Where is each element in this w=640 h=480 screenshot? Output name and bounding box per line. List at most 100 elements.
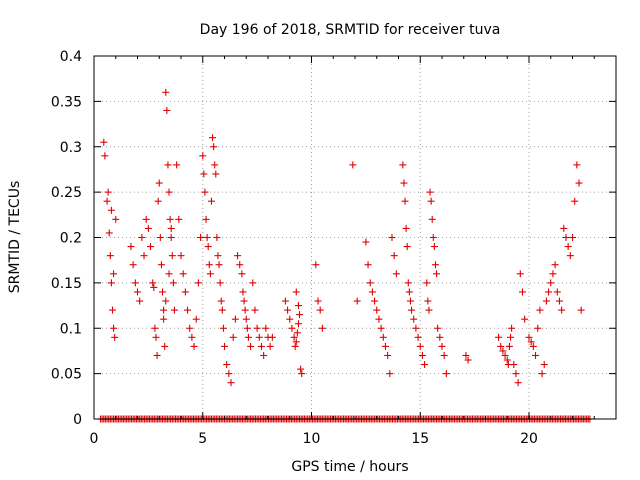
data-point [525, 333, 533, 341]
data-point [292, 338, 300, 346]
data-point [112, 215, 120, 223]
y-tick-label: 0.4 [60, 49, 82, 65]
data-point [575, 179, 583, 187]
data-point [212, 170, 220, 178]
data-point [217, 297, 225, 305]
data-point [368, 288, 376, 296]
data-point [223, 361, 231, 369]
data-point [255, 333, 263, 341]
data-point [202, 215, 210, 223]
data-point [242, 315, 250, 323]
y-axis-label: SRMTID / TECUs [7, 181, 23, 294]
data-point [401, 197, 409, 205]
data-point [379, 333, 387, 341]
y-tick-label: 0 [73, 412, 82, 428]
data-point [156, 234, 164, 241]
data-point [108, 306, 116, 314]
data-point [186, 324, 194, 332]
data-point [107, 279, 115, 287]
data-point [219, 324, 227, 332]
data-point [161, 342, 169, 350]
data-point [462, 351, 470, 359]
data-point [418, 351, 426, 359]
data-point [431, 261, 439, 269]
data-point [362, 238, 370, 246]
data-point [497, 342, 505, 350]
data-point [257, 342, 265, 350]
data-point [529, 342, 537, 350]
data-point [190, 342, 198, 350]
data-point [399, 161, 407, 169]
data-point [503, 356, 511, 364]
chart-title: Day 196 of 2018, SRMTID for receiver tuv… [200, 22, 501, 38]
y-tick-label: 0.25 [51, 185, 82, 201]
data-point [153, 351, 161, 359]
data-point [181, 288, 189, 296]
data-point [216, 279, 224, 287]
data-point [288, 324, 296, 332]
data-point [169, 279, 177, 287]
data-point [188, 333, 196, 341]
data-point [540, 361, 548, 369]
data-point [210, 143, 218, 151]
data-point [164, 161, 172, 169]
data-point [573, 161, 581, 169]
data-point [392, 270, 400, 278]
data-point [414, 333, 422, 341]
data-point [162, 88, 170, 96]
data-point [129, 261, 137, 269]
data-point [427, 197, 435, 205]
data-point [152, 333, 160, 341]
x-tick-label: 0 [90, 431, 99, 447]
data-point [562, 234, 570, 241]
data-point [534, 324, 542, 332]
data-point [507, 333, 515, 341]
data-point [173, 161, 181, 169]
data-point [206, 270, 214, 278]
data-point [571, 197, 579, 205]
data-point [167, 234, 175, 241]
grid-lines [94, 56, 616, 419]
data-point [553, 288, 561, 296]
data-point [377, 324, 385, 332]
data-point [314, 297, 322, 305]
data-point [294, 302, 302, 310]
data-point [163, 106, 171, 114]
data-point [253, 324, 261, 332]
data-point [234, 252, 242, 260]
data-point [291, 342, 299, 350]
y-tick-label: 0.3 [60, 140, 82, 156]
data-point [566, 252, 574, 260]
y-tick-label: 0.1 [60, 321, 82, 337]
data-point [373, 306, 381, 314]
data-point [100, 138, 108, 146]
data-point [381, 342, 389, 350]
data-point [518, 288, 526, 296]
data-point [316, 306, 324, 314]
data-point [105, 229, 113, 237]
data-point [247, 342, 255, 350]
data-point [434, 324, 442, 332]
data-point [207, 197, 215, 205]
data-point [510, 361, 518, 369]
data-point [547, 279, 555, 287]
data-point [200, 170, 208, 178]
data-point [157, 261, 165, 269]
data-point [514, 379, 522, 387]
data-point [227, 379, 235, 387]
data-point [192, 315, 200, 323]
data-point [251, 306, 259, 314]
data-point [296, 311, 304, 319]
data-point [110, 324, 118, 332]
data-point [551, 261, 559, 269]
data-point [318, 324, 326, 332]
x-tick-label: 5 [198, 431, 207, 447]
data-point [542, 297, 550, 305]
data-point [194, 279, 202, 287]
data-point [150, 283, 158, 291]
data-point [213, 234, 221, 241]
x-tick-label: 20 [520, 431, 538, 447]
data-point [404, 279, 412, 287]
data-point [298, 370, 306, 378]
